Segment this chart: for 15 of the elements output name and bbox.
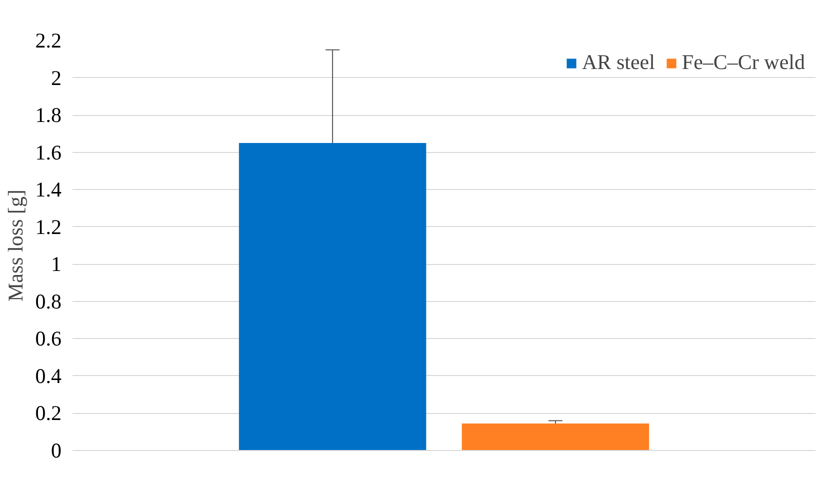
y-tick-label: 1.6 xyxy=(35,140,62,164)
y-axis-title: Mass loss [g] xyxy=(3,189,28,302)
y-tick-label: 0.2 xyxy=(35,401,62,426)
y-tick-label: 1.2 xyxy=(35,214,62,239)
y-tick-label: 0 xyxy=(51,438,62,462)
y-tick-label: 1.4 xyxy=(35,178,62,202)
y-tick-label: 0.4 xyxy=(35,364,62,388)
y-tick-label: 0.8 xyxy=(35,289,62,314)
legend-label: AR steel xyxy=(582,50,655,75)
y-tick-label: 1 xyxy=(51,252,62,276)
legend-label: Fe–C–Cr weld xyxy=(682,50,805,75)
y-tick-label: 0.6 xyxy=(35,326,62,351)
y-tick-label: 2.2 xyxy=(35,28,62,52)
y-tick-label: 2 xyxy=(51,66,62,90)
y-tick-label: 1.8 xyxy=(35,103,62,128)
